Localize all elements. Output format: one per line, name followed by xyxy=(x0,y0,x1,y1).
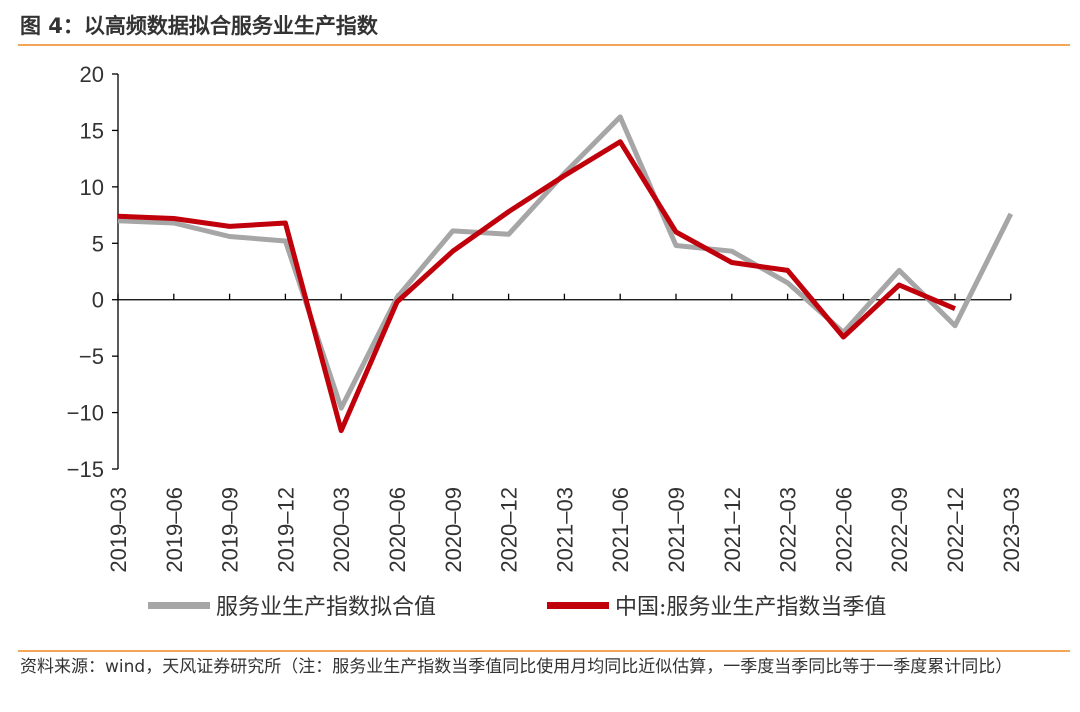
x-tick-label: 2020–03 xyxy=(329,487,354,573)
x-axis: 2019–03 2019–06 2019–09 2019–12 2020–03 2020–… xyxy=(106,293,1024,573)
y-tick-label: −5 xyxy=(79,344,104,369)
x-tick-label: 2023–03 xyxy=(999,487,1024,573)
x-tick-label: 2022–03 xyxy=(776,487,801,573)
x-tick-label: 2021–06 xyxy=(608,487,633,573)
source-note: 资料来源：wind，天风证券研究所（注：服务业生产指数当季值同比使用月均同比近似… xyxy=(20,657,1013,677)
x-tick-label: 2021–03 xyxy=(552,487,577,573)
x-tick-label: 2020–06 xyxy=(385,487,410,573)
y-tick-label: 20 xyxy=(80,62,104,87)
y-tick-label: −10 xyxy=(67,401,104,426)
x-tick-label: 2022–06 xyxy=(831,487,856,573)
x-tick-label: 2020–09 xyxy=(441,487,466,573)
y-tick-label: 10 xyxy=(80,175,104,200)
y-tick-label: 15 xyxy=(80,118,104,143)
series-line-1 xyxy=(117,139,956,434)
x-tick-label: 2019–09 xyxy=(218,487,243,573)
series-line-0 xyxy=(117,114,1014,411)
x-tick-label: 2020–12 xyxy=(497,487,522,573)
x-tick-label: 2021–09 xyxy=(664,487,689,573)
legend-swatch-fitted xyxy=(148,601,210,609)
y-axis: 20 15 10 5 0 −5 −10 −15 xyxy=(67,62,119,482)
x-tick-label: 2022–09 xyxy=(887,487,912,573)
x-tick-label: 2019–03 xyxy=(106,487,131,573)
x-tick-label: 2022–12 xyxy=(943,487,968,573)
y-tick-label: −15 xyxy=(67,457,104,482)
y-tick-label: 5 xyxy=(92,231,104,256)
legend-item-actual: 中国:服务业生产指数当季值 xyxy=(547,590,886,620)
legend-label-actual: 中国:服务业生产指数当季值 xyxy=(615,595,887,620)
series-layer xyxy=(117,114,1014,434)
x-tick-label: 2021–12 xyxy=(720,487,745,573)
x-tick-label: 2019–12 xyxy=(273,487,298,573)
legend-label-fitted: 服务业生产指数拟合值 xyxy=(216,595,437,620)
legend-item-fitted: 服务业生产指数拟合值 xyxy=(148,590,436,620)
y-tick-label: 0 xyxy=(92,288,104,313)
source-divider xyxy=(18,650,1070,652)
legend-swatch-actual xyxy=(547,601,609,609)
x-tick-label: 2019–06 xyxy=(162,487,187,573)
title-divider xyxy=(18,44,1070,46)
chart-title: 图 4：以高频数据拟合服务业生产指数 xyxy=(20,14,378,38)
